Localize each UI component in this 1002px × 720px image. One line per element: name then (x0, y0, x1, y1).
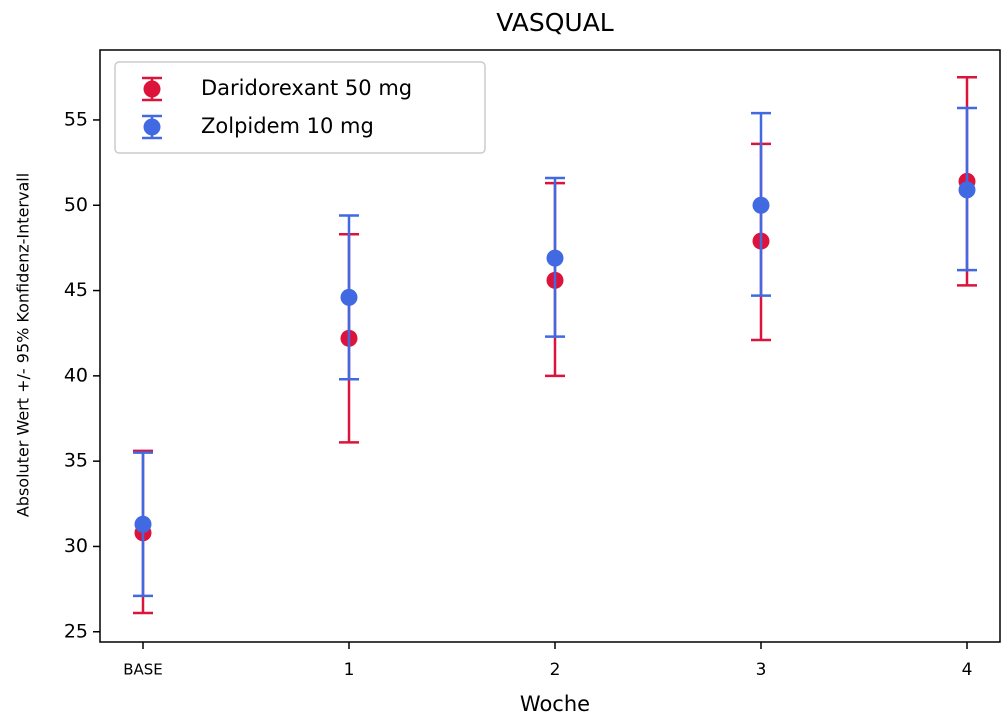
y-tick-label: 30 (64, 535, 88, 557)
series (133, 76, 977, 615)
y-tick-label: 55 (64, 108, 88, 130)
legend-box (114, 61, 486, 154)
point (546, 249, 564, 267)
point (340, 288, 358, 306)
x-tick-label: 2 (550, 660, 561, 680)
legend-label: Zolpidem 10 mg (201, 114, 374, 138)
y-tick-label: 45 (64, 279, 88, 301)
legend-marker (143, 118, 161, 136)
plot-frame (99, 49, 1001, 643)
x-tick-label: 3 (756, 660, 767, 680)
y-tick-label: 40 (64, 364, 88, 386)
series (133, 106, 977, 598)
x-tick-label: 4 (962, 660, 973, 680)
point (752, 196, 770, 214)
point (134, 515, 152, 533)
x-axis-label: Woche (520, 692, 590, 716)
legend-label: Daridorexant 50 mg (201, 76, 412, 100)
legend-marker (143, 80, 161, 98)
point (958, 181, 976, 199)
y-axis-label: Absoluter Wert +/- 95% Konfidenz-Interva… (14, 173, 33, 517)
x-tick-label: 1 (344, 660, 355, 680)
y-tick-label: 50 (64, 194, 88, 216)
y-tick-label: 25 (64, 620, 88, 642)
y-tick-label: 35 (64, 450, 88, 472)
x-tick-label: BASE (123, 661, 163, 679)
chart-title: VASQUAL (496, 8, 614, 37)
